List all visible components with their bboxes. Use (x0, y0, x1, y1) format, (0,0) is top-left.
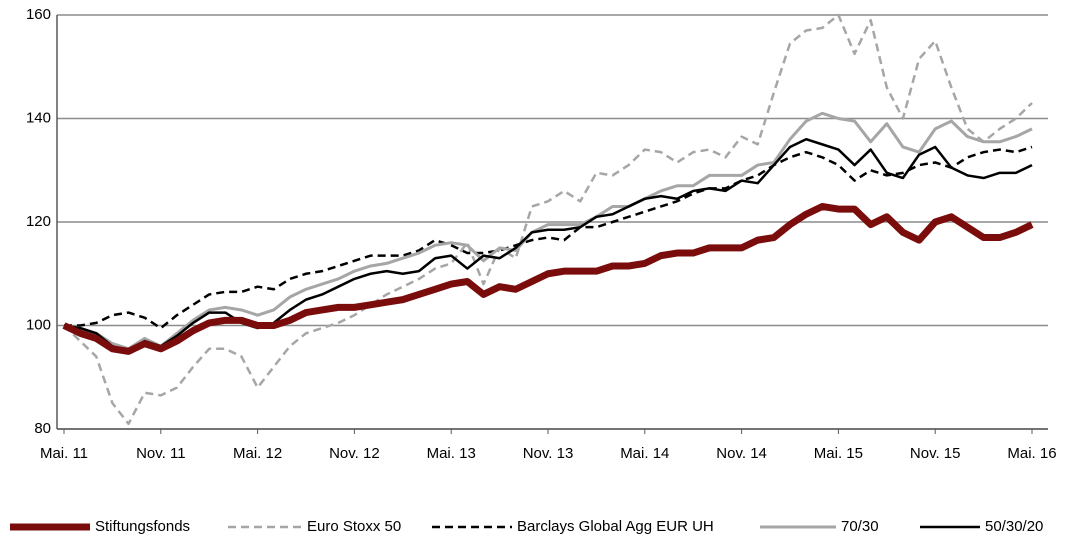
y-tick-label: 120 (26, 213, 51, 230)
y-tick-label: 100 (26, 316, 51, 333)
y-tick-label: 160 (26, 6, 51, 23)
x-tick-label: Mai. 16 (1007, 445, 1056, 462)
legend-label: Euro Stoxx 50 (307, 518, 401, 535)
x-tick-label: Mai. 12 (233, 445, 282, 462)
legend-label: 50/30/20 (985, 518, 1043, 535)
x-tick-label: Nov. 14 (716, 445, 767, 462)
x-tick-label: Mai. 11 (40, 445, 88, 462)
y-tick-label: 80 (34, 420, 51, 437)
x-tick-label: Mai. 14 (620, 445, 669, 462)
legend-label: Barclays Global Agg EUR UH (517, 518, 714, 535)
series-line (63, 13, 1033, 426)
x-tick-label: Mai. 15 (814, 445, 863, 462)
x-tick-label: Nov. 15 (910, 445, 961, 462)
legend-label: Stiftungsfonds (95, 518, 190, 535)
x-tick-label: Nov. 13 (523, 445, 574, 462)
series-line (63, 111, 1033, 351)
x-tick-label: Nov. 11 (136, 445, 185, 462)
x-tick-label: Mai. 13 (427, 445, 476, 462)
series-line (63, 137, 1033, 353)
series-line (62, 202, 1034, 355)
x-tick-label: Nov. 12 (329, 445, 380, 462)
y-tick-label: 140 (26, 109, 51, 126)
legend-label: 70/30 (841, 518, 879, 535)
